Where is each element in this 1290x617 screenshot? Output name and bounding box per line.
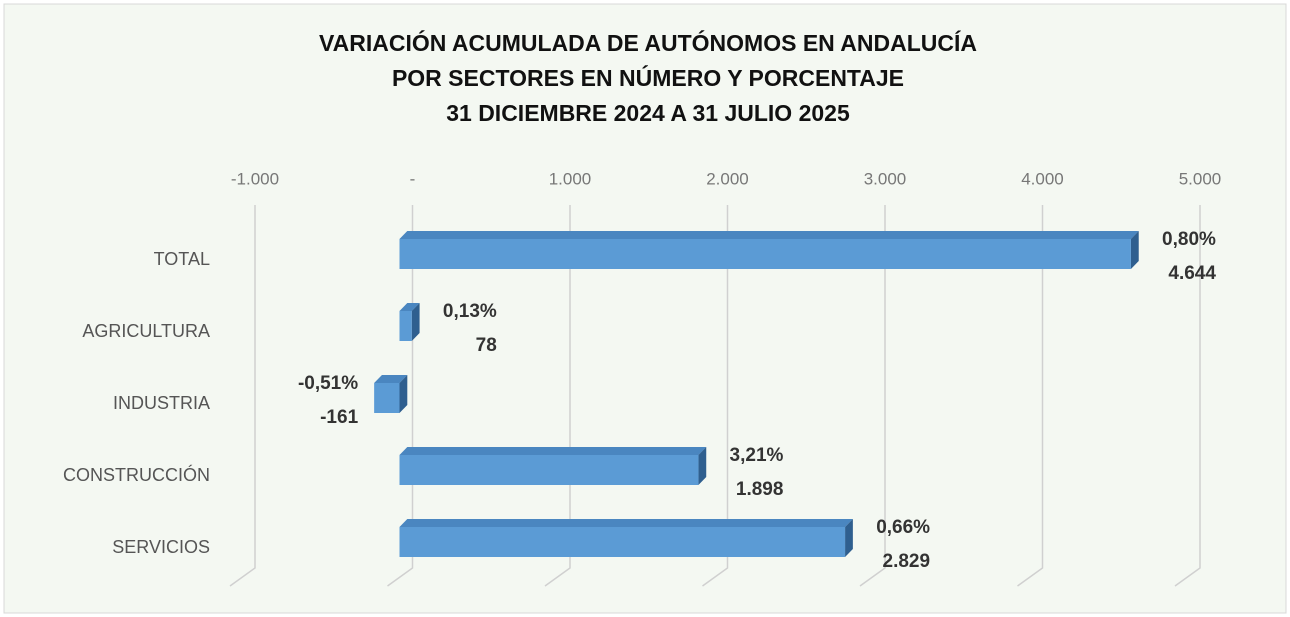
grid-line bbox=[1017, 205, 1044, 587]
grid-line bbox=[229, 205, 256, 587]
grid-line bbox=[859, 205, 886, 587]
y-tick-label: INDUSTRIA bbox=[113, 393, 210, 413]
data-label: -161 bbox=[320, 407, 358, 428]
chart-background bbox=[3, 3, 1287, 614]
data-label: 2.829 bbox=[883, 551, 931, 572]
y-tick-label: AGRICULTURA bbox=[82, 321, 210, 341]
data-label: 1.898 bbox=[736, 479, 784, 500]
grid-line bbox=[544, 205, 571, 587]
bar bbox=[399, 447, 707, 485]
y-tick-label: SERVICIOS bbox=[112, 537, 210, 557]
bar-face bbox=[399, 231, 1139, 239]
chart-title: VARIACIÓN ACUMULADA DE AUTÓNOMOS EN ANDA… bbox=[319, 29, 977, 56]
chart-title: POR SECTORES EN NÚMERO Y PORCENTAJE bbox=[392, 64, 904, 91]
grid-line bbox=[702, 205, 729, 587]
x-tick-label: 4.000 bbox=[1021, 169, 1064, 188]
data-label: 4.644 bbox=[1168, 263, 1216, 284]
bar bbox=[374, 375, 408, 413]
x-tick-label: 5.000 bbox=[1179, 169, 1222, 188]
bar-face bbox=[1130, 231, 1139, 269]
grid-line bbox=[1174, 205, 1201, 587]
bar-face bbox=[399, 303, 420, 311]
bar-face bbox=[399, 455, 699, 485]
x-tick-label: 1.000 bbox=[549, 169, 592, 188]
bar-face bbox=[698, 447, 707, 485]
data-label: 3,21% bbox=[730, 445, 784, 466]
bar-face bbox=[399, 519, 853, 527]
bar-face bbox=[399, 375, 408, 413]
bar-face bbox=[411, 303, 420, 341]
bar-face bbox=[374, 383, 400, 413]
chart-title: 31 DICIEMBRE 2024 A 31 JULIO 2025 bbox=[446, 100, 850, 126]
bar-face bbox=[399, 527, 846, 557]
bar bbox=[399, 231, 1139, 269]
bar-face bbox=[399, 311, 412, 341]
data-label: 0,66% bbox=[876, 517, 930, 538]
data-label: 0,80% bbox=[1162, 229, 1216, 250]
data-label: 0,13% bbox=[443, 301, 497, 322]
bar-face bbox=[399, 447, 707, 455]
y-tick-label: TOTAL bbox=[154, 249, 210, 269]
x-tick-label: -1.000 bbox=[231, 169, 279, 188]
data-label: -0,51% bbox=[298, 373, 358, 394]
bar bbox=[399, 519, 853, 557]
x-tick-label: - bbox=[410, 169, 416, 188]
bar-face bbox=[374, 375, 408, 383]
x-tick-label: 3.000 bbox=[864, 169, 907, 188]
bar-face bbox=[845, 519, 853, 557]
data-label: 78 bbox=[476, 335, 497, 356]
x-tick-label: 2.000 bbox=[706, 169, 749, 188]
y-tick-label: CONSTRUCCIÓN bbox=[63, 464, 210, 485]
bar-face bbox=[399, 239, 1131, 269]
bar bbox=[399, 303, 420, 341]
